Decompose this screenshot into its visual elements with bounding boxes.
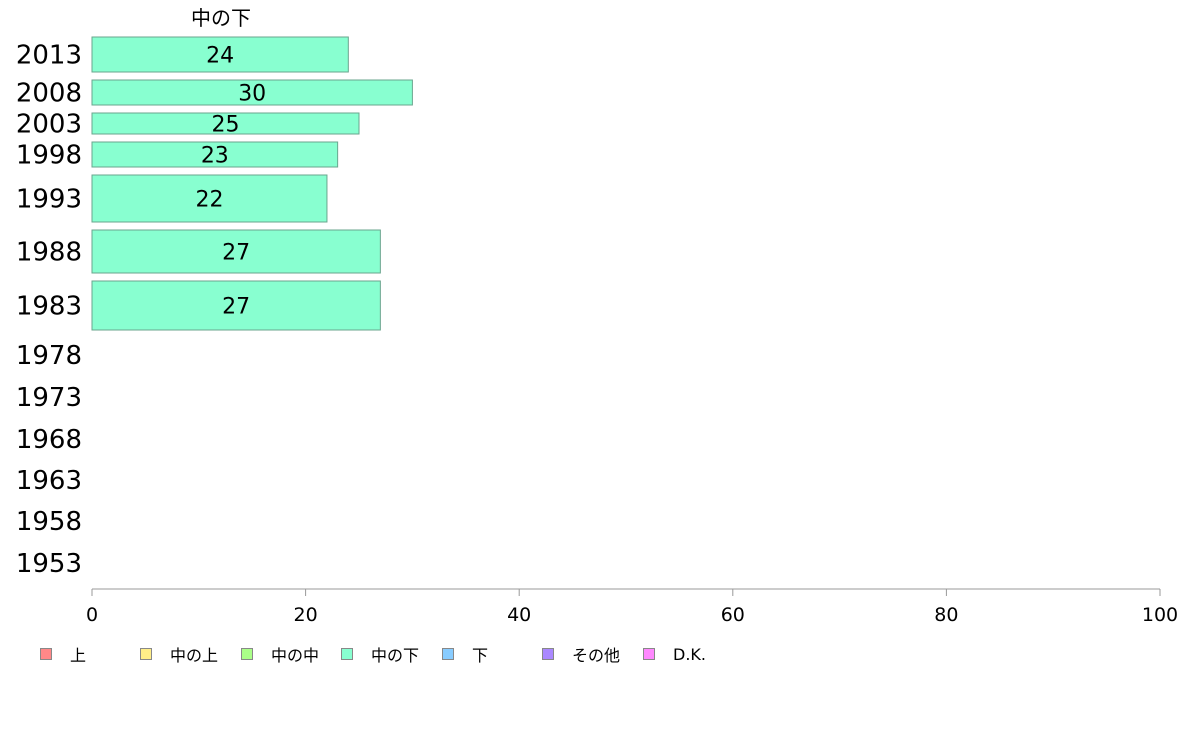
year-label: 1993 bbox=[16, 185, 82, 215]
legend-label: 中の中 bbox=[271, 646, 320, 665]
legend-item: 上 bbox=[40, 643, 86, 665]
x-tick-label: 60 bbox=[721, 604, 745, 626]
chart-title: 中の下 bbox=[191, 6, 251, 30]
legend-item: 中の中 bbox=[241, 643, 319, 665]
year-label: 1988 bbox=[16, 238, 82, 268]
legend-item: D.K. bbox=[643, 643, 706, 665]
legend-swatch bbox=[542, 648, 554, 660]
data-label: 23 bbox=[201, 144, 229, 169]
x-tick-label: 20 bbox=[294, 604, 318, 626]
bar bbox=[91, 141, 339, 168]
data-label: 30 bbox=[238, 82, 266, 107]
year-label: 1968 bbox=[16, 425, 82, 455]
legend-label: D.K. bbox=[673, 644, 706, 664]
bar bbox=[91, 112, 360, 135]
legend-label: 中の上 bbox=[170, 646, 219, 665]
legend-swatch bbox=[442, 648, 454, 660]
year-label: 1998 bbox=[16, 141, 82, 171]
bar bbox=[91, 229, 381, 274]
data-label: 24 bbox=[206, 44, 234, 69]
year-label: 2003 bbox=[16, 110, 82, 140]
x-tick-label: 80 bbox=[934, 604, 958, 626]
legend-swatch bbox=[643, 648, 655, 660]
year-label: 1953 bbox=[16, 549, 82, 579]
legend-label: その他 bbox=[572, 646, 621, 665]
year-label: 2013 bbox=[16, 41, 82, 71]
year-label: 2008 bbox=[16, 79, 82, 109]
legend-item: 中の上 bbox=[140, 643, 218, 665]
legend-label: 中の下 bbox=[371, 646, 420, 665]
x-tick-label: 100 bbox=[1142, 604, 1178, 626]
legend-item: 中の下 bbox=[341, 643, 419, 665]
bar bbox=[91, 174, 328, 223]
x-tick-label: 0 bbox=[86, 604, 98, 626]
legend-swatch bbox=[140, 648, 152, 660]
bar bbox=[91, 79, 413, 106]
data-label: 22 bbox=[195, 188, 223, 213]
year-label: 1978 bbox=[16, 341, 82, 371]
legend-swatch bbox=[341, 648, 353, 660]
bar bbox=[91, 36, 349, 73]
legend-item: その他 bbox=[542, 643, 620, 665]
data-label: 27 bbox=[222, 295, 250, 320]
data-label: 27 bbox=[222, 241, 250, 266]
legend-label: 上 bbox=[70, 646, 87, 665]
legend-item: 下 bbox=[442, 643, 488, 665]
year-label: 1983 bbox=[16, 292, 82, 322]
legend-swatch bbox=[40, 648, 52, 660]
legend: 上 中の上 中の中 中の下 下 その他 D.K. bbox=[40, 643, 740, 665]
year-label: 1963 bbox=[16, 466, 82, 496]
legend-swatch bbox=[241, 648, 253, 660]
data-label: 25 bbox=[212, 113, 240, 138]
x-tick-label: 40 bbox=[507, 604, 531, 626]
year-label: 1958 bbox=[16, 507, 82, 537]
x-axis: 0 20 40 60 80 100 bbox=[86, 588, 1178, 626]
bar bbox=[91, 280, 381, 331]
year-label: 1973 bbox=[16, 383, 82, 413]
legend-label: 下 bbox=[472, 646, 489, 665]
